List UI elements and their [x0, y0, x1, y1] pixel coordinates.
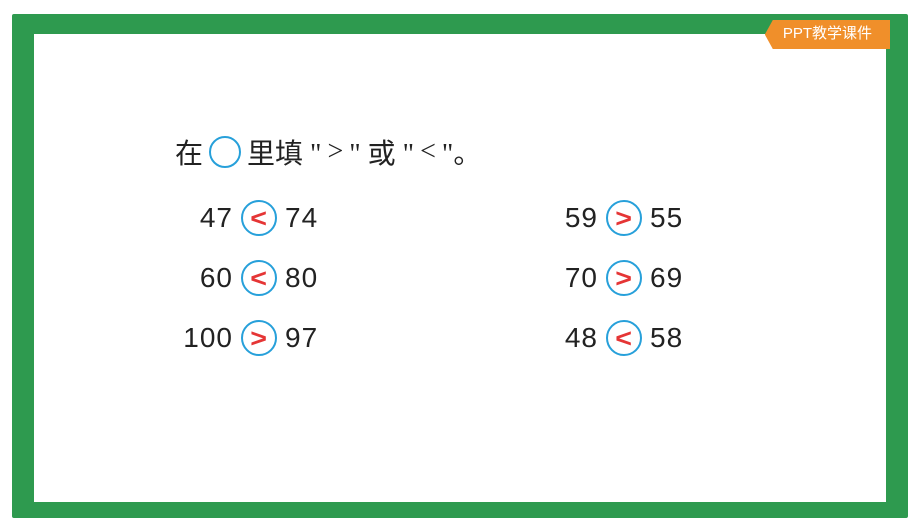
left-operand: 59	[540, 202, 598, 234]
left-operand: 70	[540, 262, 598, 294]
problems-grid: 47 < 74 59 > 55 60 < 80	[175, 200, 795, 356]
ppt-badge: PPT教学课件	[765, 20, 890, 49]
right-operand: 58	[650, 322, 708, 354]
problem-item: 47 < 74	[175, 200, 430, 236]
answer-sign: <	[250, 263, 268, 294]
instruction-mid: 里填 "	[247, 132, 321, 172]
answer-sign: >	[615, 263, 633, 294]
answer-sign: <	[250, 203, 268, 234]
left-operand: 48	[540, 322, 598, 354]
answer-circle: <	[241, 260, 277, 296]
answer-circle: >	[241, 320, 277, 356]
slide-canvas: PPT教学课件 在 里填 " > " 或 " < "。 47 < 74 59	[0, 0, 920, 518]
answer-circle: >	[606, 200, 642, 236]
problem-item: 70 > 69	[540, 260, 795, 296]
right-operand: 97	[285, 322, 343, 354]
answer-circle: <	[241, 200, 277, 236]
problem-item: 59 > 55	[540, 200, 795, 236]
left-operand: 47	[175, 202, 233, 234]
instruction-suffix: "。	[442, 132, 481, 172]
instruction-gt: >	[327, 136, 343, 168]
answer-circle: <	[606, 320, 642, 356]
instruction-or: " 或 "	[349, 132, 414, 172]
problem-item: 48 < 58	[540, 320, 795, 356]
left-operand: 60	[175, 262, 233, 294]
blank-circle-icon	[209, 136, 241, 168]
problem-item: 100 > 97	[175, 320, 430, 356]
right-operand: 80	[285, 262, 343, 294]
badge-text: PPT教学课件	[783, 25, 872, 42]
instruction-prefix: 在	[175, 132, 203, 172]
instruction-line: 在 里填 " > " 或 " < "。	[175, 132, 795, 172]
answer-sign: >	[615, 203, 633, 234]
problem-item: 60 < 80	[175, 260, 430, 296]
instruction-lt: <	[420, 136, 436, 168]
answer-sign: <	[615, 323, 633, 354]
right-operand: 55	[650, 202, 708, 234]
answer-sign: >	[250, 323, 268, 354]
right-operand: 74	[285, 202, 343, 234]
right-operand: 69	[650, 262, 708, 294]
content-area: 在 里填 " > " 或 " < "。 47 < 74 59 > 55	[175, 132, 795, 356]
left-operand: 100	[175, 322, 233, 354]
answer-circle: >	[606, 260, 642, 296]
